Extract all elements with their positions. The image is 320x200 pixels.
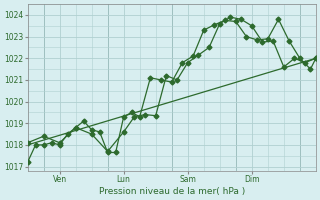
X-axis label: Pression niveau de la mer( hPa ): Pression niveau de la mer( hPa ) <box>99 187 245 196</box>
